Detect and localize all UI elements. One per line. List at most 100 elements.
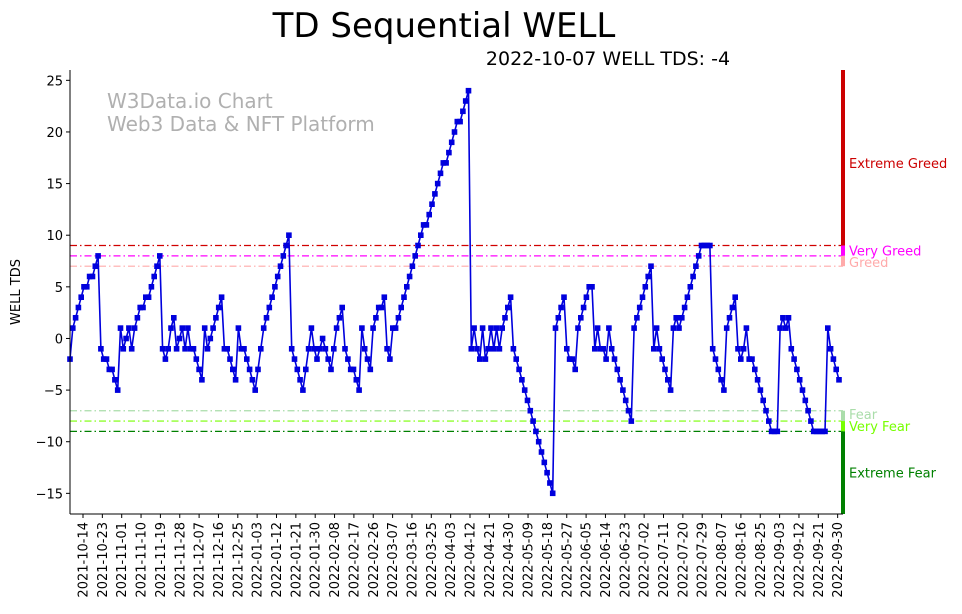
data-point bbox=[359, 325, 365, 331]
data-point bbox=[434, 180, 441, 187]
data-point bbox=[345, 356, 351, 362]
data-point bbox=[729, 304, 736, 311]
data-point bbox=[527, 407, 534, 414]
data-point bbox=[297, 377, 303, 383]
y-tick-label: 0 bbox=[55, 332, 63, 347]
data-point bbox=[721, 387, 727, 393]
data-point bbox=[535, 438, 542, 445]
data-point bbox=[230, 366, 236, 373]
data-point bbox=[460, 108, 466, 115]
data-point bbox=[465, 87, 472, 94]
x-tick-label: 2022-02-26 bbox=[367, 522, 382, 598]
x-tick-label: 2022-03-16 bbox=[405, 522, 420, 598]
data-point bbox=[84, 284, 90, 290]
data-point bbox=[373, 315, 379, 321]
x-tick-label: 2022-09-21 bbox=[812, 522, 827, 598]
data-point bbox=[95, 253, 101, 259]
x-tick-label: 2022-01-03 bbox=[251, 522, 266, 598]
data-point bbox=[227, 356, 233, 362]
data-point bbox=[269, 294, 275, 300]
chart-title: TD Sequential WELL bbox=[272, 6, 616, 46]
data-point bbox=[723, 325, 730, 331]
data-point bbox=[308, 325, 315, 331]
data-point bbox=[328, 366, 334, 373]
data-point bbox=[673, 315, 679, 321]
data-point bbox=[732, 294, 738, 300]
data-point bbox=[342, 346, 348, 352]
data-point bbox=[667, 387, 674, 393]
data-point bbox=[519, 377, 525, 383]
data-point bbox=[78, 294, 84, 300]
data-point bbox=[311, 346, 317, 352]
data-point bbox=[387, 356, 393, 362]
x-tick-label: 2022-04-21 bbox=[483, 522, 498, 598]
data-point bbox=[437, 170, 444, 177]
data-point bbox=[213, 315, 219, 321]
data-point bbox=[350, 366, 357, 373]
data-point bbox=[291, 356, 298, 362]
data-point bbox=[653, 325, 660, 331]
data-point bbox=[322, 346, 329, 352]
data-point bbox=[707, 242, 713, 249]
data-point bbox=[491, 346, 497, 352]
data-point bbox=[157, 253, 163, 259]
data-point bbox=[112, 377, 118, 383]
data-point bbox=[754, 377, 761, 383]
data-point bbox=[589, 284, 595, 290]
data-point bbox=[404, 284, 410, 290]
data-point bbox=[370, 325, 376, 331]
data-point bbox=[802, 397, 809, 404]
data-point bbox=[516, 366, 522, 373]
data-point bbox=[693, 263, 699, 269]
data-point bbox=[474, 346, 480, 352]
data-point bbox=[128, 346, 135, 352]
data-point bbox=[564, 346, 570, 352]
data-point bbox=[70, 325, 76, 331]
data-point bbox=[583, 294, 590, 300]
data-point bbox=[642, 284, 649, 290]
data-point bbox=[799, 387, 806, 393]
y-tick-label: 25 bbox=[46, 74, 63, 89]
data-point bbox=[670, 325, 677, 331]
x-tick-label: 2022-07-29 bbox=[696, 522, 711, 598]
data-point bbox=[109, 366, 115, 373]
data-point bbox=[210, 325, 216, 331]
data-point bbox=[72, 315, 79, 321]
data-point bbox=[126, 325, 132, 331]
x-tick-label: 2022-06-14 bbox=[599, 522, 614, 598]
data-point bbox=[317, 346, 323, 352]
data-point bbox=[381, 294, 388, 300]
data-point bbox=[412, 253, 418, 259]
data-point bbox=[684, 294, 691, 300]
data-point bbox=[260, 325, 267, 331]
data-point bbox=[687, 284, 694, 290]
data-point bbox=[367, 366, 374, 373]
data-point bbox=[485, 346, 491, 352]
data-point bbox=[499, 325, 505, 331]
data-point bbox=[836, 377, 842, 383]
x-tick-label: 2022-02-08 bbox=[328, 522, 343, 598]
data-point bbox=[488, 325, 494, 331]
data-point bbox=[530, 418, 536, 424]
data-point bbox=[201, 325, 208, 331]
data-point bbox=[662, 366, 668, 373]
data-point bbox=[676, 325, 682, 331]
data-point bbox=[827, 346, 834, 352]
data-point bbox=[266, 304, 273, 311]
data-point bbox=[822, 428, 828, 435]
data-point bbox=[541, 459, 548, 466]
data-point bbox=[406, 273, 413, 280]
watermark-line-2: Web3 Data & NFT Platform bbox=[107, 112, 375, 136]
data-point bbox=[179, 325, 186, 331]
data-point bbox=[190, 346, 197, 352]
data-point bbox=[766, 418, 772, 424]
x-tick-label: 2022-04-30 bbox=[502, 522, 517, 598]
data-point bbox=[294, 366, 301, 373]
data-point bbox=[735, 346, 741, 352]
data-point bbox=[774, 428, 781, 435]
data-point bbox=[114, 387, 121, 393]
data-point bbox=[656, 346, 663, 352]
x-tick-label: 2022-04-12 bbox=[464, 522, 479, 598]
y-ticks: 25 20 15 10 5 0 −5 −10 −15 bbox=[36, 74, 70, 502]
data-point bbox=[224, 346, 230, 352]
